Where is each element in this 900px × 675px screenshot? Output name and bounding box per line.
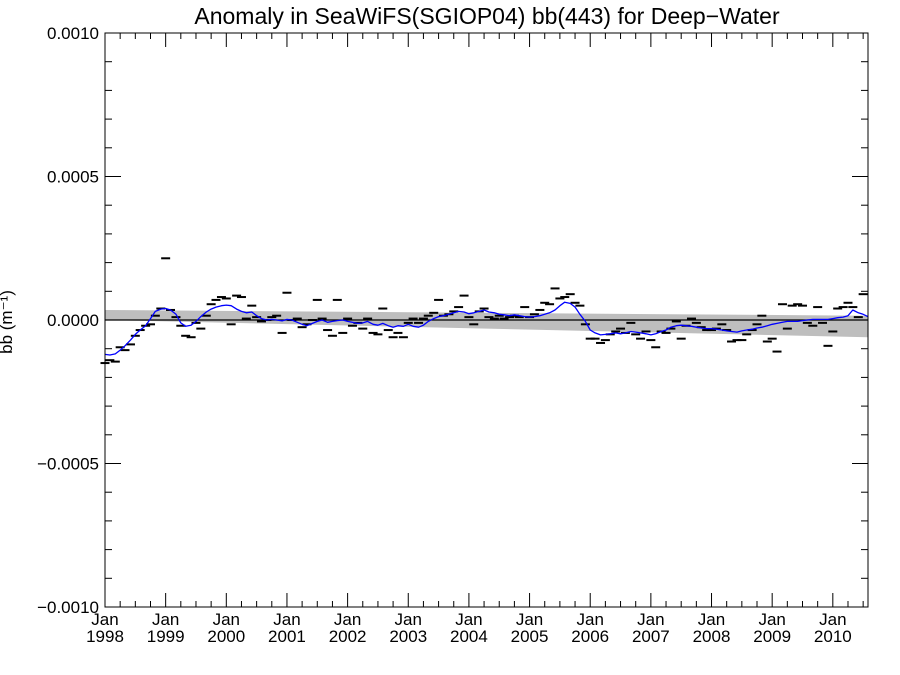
axis-labels-layer: 0.00100.00050.0000−0.0005−0.0010Jan1998J… xyxy=(37,24,852,646)
y-tick-label: 0.0010 xyxy=(47,24,99,43)
y-tick-label: −0.0010 xyxy=(37,598,99,617)
x-tick-month-label: Jan xyxy=(758,610,785,629)
x-tick-month-label: Jan xyxy=(152,610,179,629)
y-tick-label: 0.0005 xyxy=(47,168,99,187)
x-tick-year-label: 2010 xyxy=(814,627,852,646)
x-tick-month-label: Jan xyxy=(819,610,846,629)
trend-band xyxy=(105,309,868,338)
x-tick-month-label: Jan xyxy=(213,610,240,629)
x-tick-year-label: 1999 xyxy=(147,627,185,646)
y-axis-label: bb (m⁻¹) xyxy=(0,290,16,354)
x-tick-month-label: Jan xyxy=(455,610,482,629)
trend-confidence-band-layer xyxy=(105,309,868,338)
x-tick-year-label: 2006 xyxy=(571,627,609,646)
x-tick-month-label: Jan xyxy=(637,610,664,629)
x-tick-year-label: 2008 xyxy=(693,627,731,646)
x-tick-year-label: 2005 xyxy=(511,627,549,646)
smoothed-series-line xyxy=(104,301,869,356)
y-tick-label: −0.0005 xyxy=(37,455,99,474)
x-tick-year-label: 2003 xyxy=(389,627,427,646)
x-tick-month-label: Jan xyxy=(91,610,118,629)
plot-frame xyxy=(104,32,869,608)
x-tick-month-label: Jan xyxy=(698,610,725,629)
x-tick-year-label: 1998 xyxy=(86,627,124,646)
x-tick-year-label: 2004 xyxy=(450,627,488,646)
smoothed-anomaly-layer xyxy=(104,301,869,356)
chart-title: Anomaly in SeaWiFS(SGIOP04) bb(443) for … xyxy=(194,3,780,29)
x-tick-year-label: 2002 xyxy=(329,627,367,646)
x-tick-month-label: Jan xyxy=(273,610,300,629)
x-tick-month-label: Jan xyxy=(516,610,543,629)
x-tick-month-label: Jan xyxy=(395,610,422,629)
x-tick-year-label: 2000 xyxy=(207,627,245,646)
x-tick-year-label: 2009 xyxy=(753,627,791,646)
x-tick-month-label: Jan xyxy=(334,610,361,629)
x-tick-year-label: 2001 xyxy=(268,627,306,646)
x-tick-year-label: 2007 xyxy=(632,627,670,646)
y-tick-label: 0.0000 xyxy=(47,311,99,330)
x-tick-month-label: Jan xyxy=(577,610,604,629)
